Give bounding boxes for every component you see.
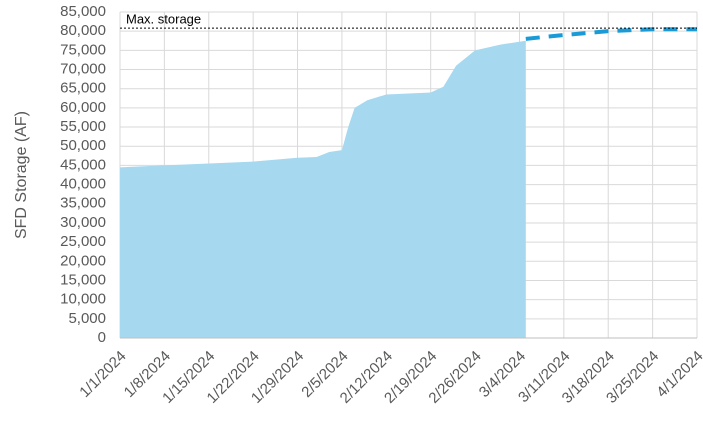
y-tick-label: 65,000 bbox=[60, 80, 106, 97]
y-tick-label: 5,000 bbox=[68, 310, 106, 327]
y-tick-label: 70,000 bbox=[60, 60, 106, 77]
y-tick-label: 80,000 bbox=[60, 22, 106, 39]
y-tick-label: 20,000 bbox=[60, 252, 106, 269]
forecast-line bbox=[525, 27, 697, 41]
max-storage-label: Max. storage bbox=[126, 12, 201, 27]
y-tick-label: 35,000 bbox=[60, 195, 106, 212]
y-tick-label: 60,000 bbox=[60, 99, 106, 116]
y-tick-label: 15,000 bbox=[60, 271, 106, 288]
y-tick-label: 85,000 bbox=[60, 3, 106, 20]
storage-area bbox=[120, 40, 526, 338]
x-tick-label: 4/1/2024 bbox=[653, 348, 703, 401]
y-tick-label: 45,000 bbox=[60, 156, 106, 173]
y-tick-label: 40,000 bbox=[60, 176, 106, 193]
y-tick-label: 75,000 bbox=[60, 41, 106, 58]
y-axis-title: SFD Storage (AF) bbox=[13, 111, 30, 239]
y-tick-label: 25,000 bbox=[60, 233, 106, 250]
y-tick-label: 50,000 bbox=[60, 137, 106, 154]
y-tick-label: 55,000 bbox=[60, 118, 106, 135]
y-tick-label: 30,000 bbox=[60, 214, 106, 231]
x-tick-label: 1/1/2024 bbox=[76, 348, 129, 401]
y-tick-label: 0 bbox=[98, 329, 106, 346]
y-tick-label: 10,000 bbox=[60, 291, 106, 308]
